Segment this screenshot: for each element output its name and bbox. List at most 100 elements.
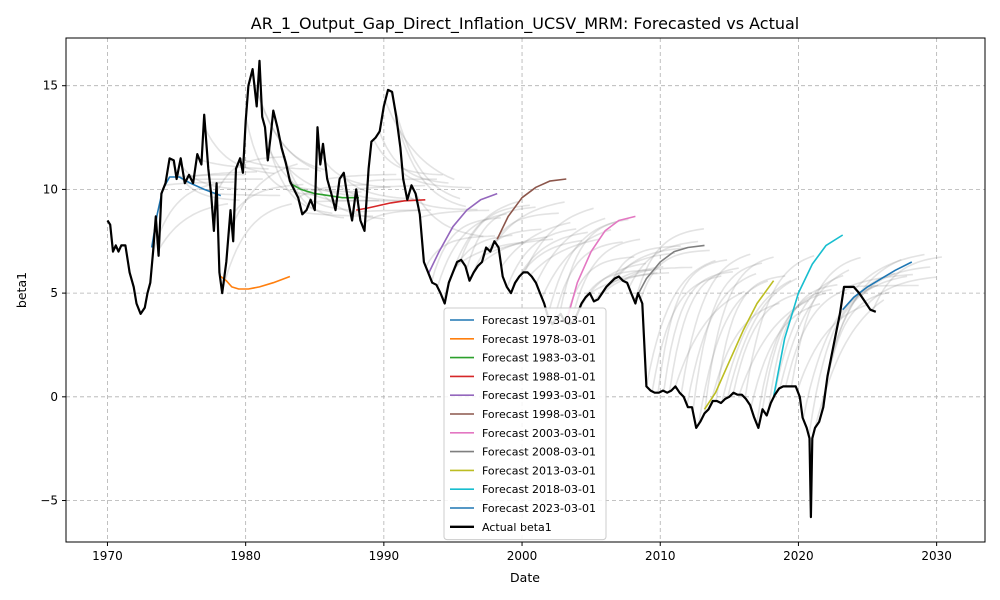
background-forecast-line [703, 256, 774, 414]
x-tick-label: 1990 [369, 549, 400, 563]
legend-entry-label: Forecast 1978-03-01 [482, 333, 596, 346]
grid-layer [66, 38, 985, 542]
forecast-series-line [703, 280, 775, 410]
background-forecast-line [721, 279, 792, 403]
background-forecast-line [327, 173, 397, 180]
background-forecast-line [448, 200, 519, 283]
background-forecast-line [372, 139, 443, 176]
background-forecast-line [849, 284, 919, 288]
background-forecast-line [436, 213, 507, 288]
legend-entry-label: Forecast 2003-03-01 [482, 427, 596, 440]
background-forecast-line [506, 228, 577, 288]
background-forecast-line [390, 91, 461, 200]
y-tick-label: −5 [40, 494, 58, 508]
background-forecast-line [610, 245, 681, 282]
background-forecast-line [738, 299, 809, 395]
background-forecast-line [570, 238, 641, 324]
actual-series-layer [106, 59, 877, 519]
y-axis-label: beta1 [14, 272, 29, 308]
background-forecast-line [622, 266, 693, 282]
background-forecast-line [564, 256, 635, 323]
background-forecast-line [715, 275, 786, 402]
background-forecast-line [663, 271, 733, 392]
x-tick-label: 2000 [507, 549, 538, 563]
forecast-series-line [220, 275, 291, 290]
background-forecast-line [459, 204, 530, 261]
x-tick-label: 1970 [92, 549, 123, 563]
background-forecast-line [686, 272, 757, 406]
y-tick-label: 15 [43, 79, 58, 93]
background-forecast-line [732, 292, 803, 393]
actual-series-line [106, 59, 877, 519]
background-forecast-line [674, 290, 745, 387]
background-forecast-line [587, 272, 658, 296]
legend-entry-label: Forecast 2018-03-01 [482, 483, 596, 496]
background-forecast-line [245, 117, 316, 196]
background-forecast-line [216, 156, 287, 193]
background-forecast-line [402, 172, 472, 189]
forecast-series-line [150, 176, 222, 248]
background-forecast-line [819, 291, 890, 418]
background-forecast-line [837, 275, 908, 324]
background-forecast-line [483, 238, 554, 256]
chart-title: AR_1_Output_Gap_Direct_Inflation_UCSV_MR… [251, 14, 799, 34]
background-forecast-line [286, 165, 356, 197]
background-forecast-line [292, 185, 362, 193]
background-forecast-line [494, 201, 565, 244]
background-forecast-line [628, 240, 699, 288]
x-tick-label: 2030 [921, 549, 952, 563]
background-forecast-line [187, 171, 258, 178]
background-forecast-line [796, 304, 867, 391]
background-forecast-line [692, 262, 763, 412]
background-forecast-line [860, 266, 931, 297]
background-forecast-line [164, 181, 234, 187]
background-forecast-line [808, 284, 879, 437]
background-forecast-line [709, 302, 780, 407]
background-forecast-line [500, 221, 571, 268]
axis-layer: 1970 1980 1990 2000 2010 2020 2030 −5 0 5 10 15 [40, 79, 952, 563]
legend-entry-label: Actual beta1 [482, 521, 552, 534]
background-forecast-line [616, 247, 687, 278]
background-forecast-line [552, 241, 623, 323]
background-forecast-line [744, 254, 815, 399]
background-forecast-line [239, 157, 310, 170]
background-forecast-line [303, 211, 374, 217]
y-tick-label: 0 [50, 390, 58, 404]
legend-entry-label: Forecast 1998-03-01 [482, 408, 596, 421]
background-forecast-line [767, 284, 838, 411]
y-tick-label: 10 [43, 182, 58, 196]
background-forecast-line [529, 238, 600, 276]
background-forecast-line [802, 285, 873, 420]
background-forecast-line [581, 269, 652, 303]
background-forecast-line [199, 158, 269, 170]
background-forecast-line [512, 239, 583, 289]
background-forecast-line [790, 256, 861, 387]
background-forecast-line [338, 184, 408, 202]
background-forecast-line [396, 120, 467, 208]
background-forecast-line [645, 259, 716, 387]
background-forecast-line [250, 72, 322, 172]
background-forecast-line [651, 275, 722, 392]
legend-entry-label: Forecast 2013-03-01 [482, 464, 596, 477]
legend-box [443, 307, 607, 541]
legend-entry-label: Forecast 1993-03-01 [482, 389, 596, 402]
background-forecast-line [657, 259, 728, 393]
background-forecast-line [680, 253, 751, 395]
x-tick-label: 2010 [645, 549, 676, 563]
legend-entry-label: Forecast 1983-03-01 [482, 352, 596, 365]
background-forecast-line [546, 220, 618, 317]
background-forecast-line [831, 258, 902, 353]
background-forecast-line [750, 303, 821, 408]
forecast-series-line [842, 261, 913, 311]
background-forecast-line [419, 209, 490, 219]
background-forecast-line [350, 209, 420, 213]
background-forecast-line [413, 190, 484, 238]
background-forecast-line [541, 228, 612, 299]
legend-entry-label: Forecast 2023-03-01 [482, 502, 596, 515]
y-tick-label: 5 [50, 286, 58, 300]
forecast-series-line [772, 234, 844, 397]
forecast-series-line [634, 244, 705, 300]
background-forecast-line [523, 207, 594, 273]
